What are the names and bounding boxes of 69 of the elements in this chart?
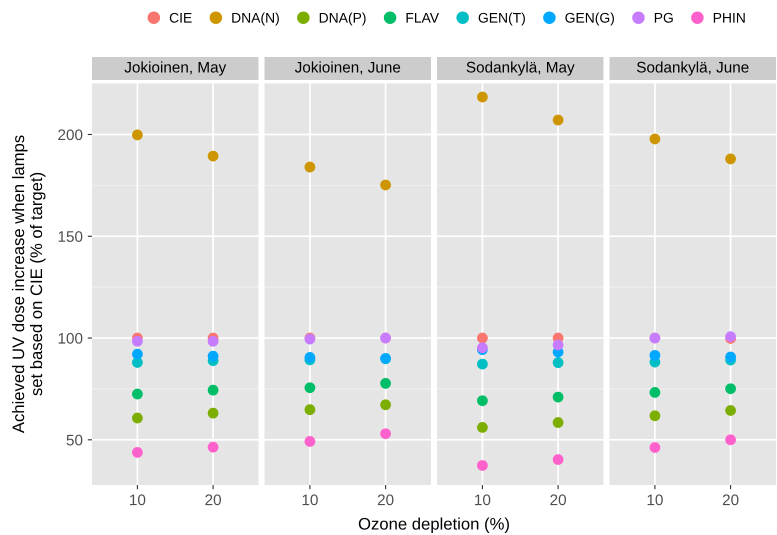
point [477,92,488,102]
chart-title: Sodankylä, May [466,61,575,76]
point [477,395,488,406]
point [477,460,488,471]
point [725,383,736,394]
point [208,150,218,162]
point [208,408,218,419]
point [304,404,316,416]
x-tick-label: 10 [475,494,490,506]
point [208,442,218,453]
point [132,130,143,140]
x-tick-label: 20 [722,494,738,506]
point [650,410,660,422]
point [477,332,488,344]
point [132,447,143,458]
point [650,442,660,453]
legend-label: DNA(N) [232,12,279,26]
point [304,162,316,172]
chart-title: Jokioinen, May [124,61,226,76]
point [380,399,391,410]
point [552,454,564,465]
point [208,336,218,347]
point [552,417,564,428]
point [650,350,660,361]
x-tick-label: 10 [302,494,318,506]
point [725,352,736,362]
point [132,348,143,360]
point [208,350,218,362]
point [304,436,316,447]
point [132,388,143,400]
point [477,358,488,370]
x-axis-title: Ozone depletion (%) [358,517,509,533]
point [725,434,736,446]
y-tick-label: 200 [58,129,82,140]
point [380,378,391,389]
point [650,387,660,398]
point [552,340,564,350]
point [552,357,564,368]
legend-label: GEN(G) [565,12,614,26]
chart-title: Jokioinen, June [294,61,400,74]
point [477,422,488,433]
legend-label: PG [654,12,673,23]
point [132,336,143,347]
point [208,384,218,396]
point [380,180,391,190]
point [725,154,736,164]
x-tick-label: 10 [648,494,663,506]
y-tick-label: 50 [66,434,82,446]
point [650,134,660,144]
point [725,405,736,416]
x-tick-label: 20 [550,494,566,506]
point [304,352,316,363]
chart-title: Sodankylä, June [636,61,749,76]
point [380,428,391,440]
y-tick-label: 150 [58,231,82,242]
y-tick-label: 100 [58,332,82,344]
legend-label: DNA(P) [320,12,366,26]
point [552,114,564,126]
point [132,412,143,424]
point [304,382,316,394]
legend-label: GEN(T) [478,12,525,26]
x-tick-label: 10 [130,494,146,506]
point [552,392,564,402]
legend-label: PHIN [714,13,745,23]
legend-label: FLAV [406,13,440,23]
legend-label: CIE [170,12,192,23]
y-axis-title: Achieved UV dose increase when lamps set based on CIE (% of target) [12,135,46,434]
x-tick-label: 20 [205,494,221,506]
x-tick-label: 20 [378,494,394,506]
